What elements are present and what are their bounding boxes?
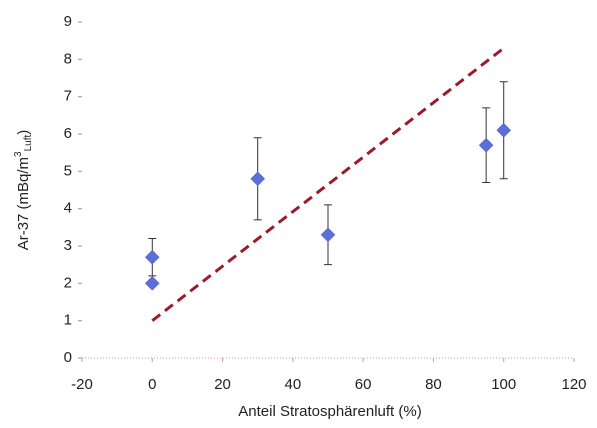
x-tick-label: 0: [148, 376, 156, 393]
y-tick-label: 2: [64, 274, 72, 291]
x-tick-label: 20: [214, 376, 231, 393]
y-tick-label: 9: [64, 13, 72, 30]
data-point: [144, 249, 160, 265]
x-tick-label: 40: [285, 376, 302, 393]
y-label-main: Ar-37 (mBq/m: [15, 157, 32, 250]
trend-line: [151, 46, 505, 322]
y-label-end: ): [15, 130, 32, 135]
data-point: [496, 122, 512, 138]
y-tick-label: 5: [64, 162, 72, 179]
y-tick-label: 7: [64, 88, 72, 105]
data-point: [320, 227, 336, 243]
x-tick-label: 120: [561, 376, 586, 393]
x-tick-label: 100: [491, 376, 516, 393]
y-tick-label: 6: [64, 125, 72, 142]
y-tick-label: 3: [64, 237, 72, 254]
y-tick-label: 8: [64, 50, 72, 67]
data-point: [478, 137, 494, 153]
x-tick-label: 80: [425, 376, 442, 393]
data-point: [144, 275, 160, 291]
y-label-sup: 3: [13, 151, 24, 157]
y-tick-label: 0: [64, 349, 72, 366]
x-axis-label: Anteil Stratosphärenluft (%): [238, 403, 421, 420]
y-label-sub: Luft: [23, 134, 34, 151]
y-tick-label: 1: [64, 312, 72, 329]
y-axis-label: Ar-37 (mBq/m3Luft): [13, 130, 34, 251]
data-point: [250, 171, 266, 187]
y-tick-label: 4: [64, 200, 72, 217]
x-tick-label: 60: [355, 376, 372, 393]
x-tick-label: -20: [71, 376, 93, 393]
